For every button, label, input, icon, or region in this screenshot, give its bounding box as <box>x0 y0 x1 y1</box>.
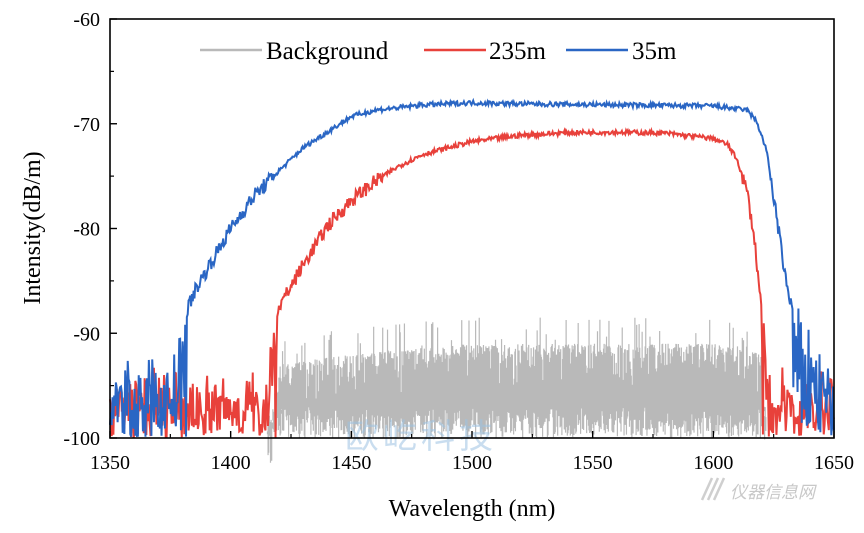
y-tick-label: -100 <box>63 428 100 450</box>
watermark-logo-icon <box>700 477 726 501</box>
x-tick-label: 1350 <box>90 452 130 474</box>
y-tick-label: -80 <box>73 219 100 241</box>
y-tick-label: -90 <box>73 323 100 345</box>
watermark-corner: 仪器信息网 <box>700 477 817 503</box>
y-tick-label: -60 <box>73 9 100 31</box>
watermark-center: 欧屹科技 <box>345 417 497 457</box>
legend-label-background: Background <box>266 38 389 65</box>
y-tick-label: -70 <box>73 114 100 136</box>
series-235m-line <box>109 126 835 439</box>
legend-label-35m: 35m <box>632 38 677 65</box>
x-tick-label: 1400 <box>211 452 251 474</box>
x-tick-label: 1550 <box>573 452 613 474</box>
x-tick-label: 1450 <box>331 452 371 474</box>
legend: Background 235m 35m <box>200 38 677 65</box>
x-tick-label: 1500 <box>452 452 492 474</box>
x-axis: 1350 1400 1450 1500 1550 1600 1650 <box>90 431 854 474</box>
plot-area <box>109 97 835 463</box>
series-35m-line <box>109 97 835 438</box>
x-tick-label: 1600 <box>693 452 733 474</box>
legend-label-235m: 235m <box>489 38 547 65</box>
x-tick-label: 1650 <box>814 452 854 474</box>
y-axis: -60 -70 -80 -90 -100 <box>63 9 117 450</box>
y-axis-title: Intensity(dB/m) <box>20 151 46 304</box>
x-axis-title: Wavelength (nm) <box>389 496 556 522</box>
watermark-corner-text: 仪器信息网 <box>730 483 817 503</box>
